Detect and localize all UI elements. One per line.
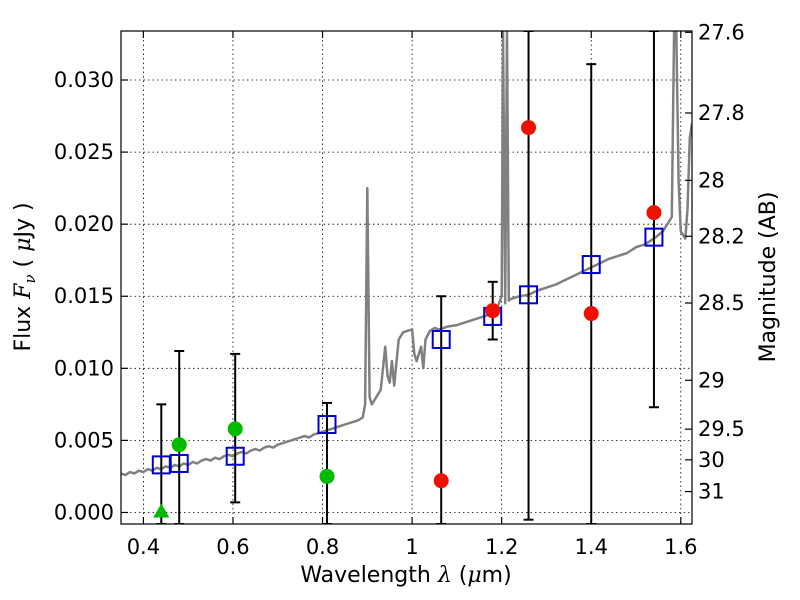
axes: 0.4 0.6 0.8 1 1.2 1.4 1.6 0.000 0.005 0.010 0.015 0…: [54, 20, 745, 559]
observed-flux-point: [646, 205, 662, 221]
observed-flux-point: [227, 421, 243, 437]
y2-tick-label: 28.5: [698, 291, 745, 315]
y-tick-label: 0.020: [54, 212, 114, 236]
x-tick-label: 1.6: [664, 535, 697, 559]
model-photometry-square: [317, 415, 337, 435]
y2-tick-label: 28.2: [698, 224, 745, 248]
plot-area: [121, 31, 692, 524]
y2-tick-label: 29: [698, 368, 725, 392]
observed-flux-point: [485, 303, 501, 319]
observed-flux-point: [171, 437, 187, 453]
y2-tick-label: 29.5: [698, 417, 745, 441]
x-tick-label: 0.4: [127, 535, 160, 559]
y-tick-label: 0.030: [54, 68, 114, 92]
y-tick-label: 0.025: [54, 140, 114, 164]
model-photometry-square: [225, 446, 245, 466]
x-tick-label: 0.8: [306, 535, 339, 559]
y-axis-label: Flux Fν ( μJy ): [11, 202, 39, 351]
y2-tick-label: 27.6: [698, 20, 745, 44]
observed-flux-point: [319, 468, 335, 484]
y-tick-label: 0.015: [54, 284, 114, 308]
x-tick-label: 1.4: [575, 535, 608, 559]
x-tick-label: 0.6: [216, 535, 249, 559]
observed-flux-point: [583, 306, 599, 322]
observed-flux-point: [521, 120, 537, 136]
model-photometry-square: [519, 285, 539, 305]
model-spectrum-line: [121, 31, 692, 477]
x-axis-label: Wavelength λ (μm): [300, 563, 511, 588]
y2-tick-label: 28: [698, 168, 725, 192]
model-photometry-square: [169, 453, 189, 473]
y2-tick-label: 30: [698, 448, 725, 472]
x-tick-label: 1: [405, 535, 418, 559]
y2-tick-label: 27.8: [698, 101, 745, 125]
x-tick-label: 1.2: [485, 535, 518, 559]
upper-limit-triangle: [153, 503, 170, 518]
model-photometry-square: [431, 329, 451, 349]
y-tick-label: 0.010: [54, 356, 114, 380]
plot-frame: [120, 30, 693, 525]
y-tick-label: 0.005: [54, 428, 114, 452]
grid-lines: [121, 31, 692, 524]
y-tick-label: 0.000: [54, 500, 114, 524]
y2-tick-label: 31: [698, 480, 725, 504]
observed-flux-point: [433, 473, 449, 489]
model-photometry-square: [581, 255, 601, 275]
y2-axis-label: Magnitude (AB): [756, 192, 781, 363]
model-photometry-square: [644, 227, 664, 247]
